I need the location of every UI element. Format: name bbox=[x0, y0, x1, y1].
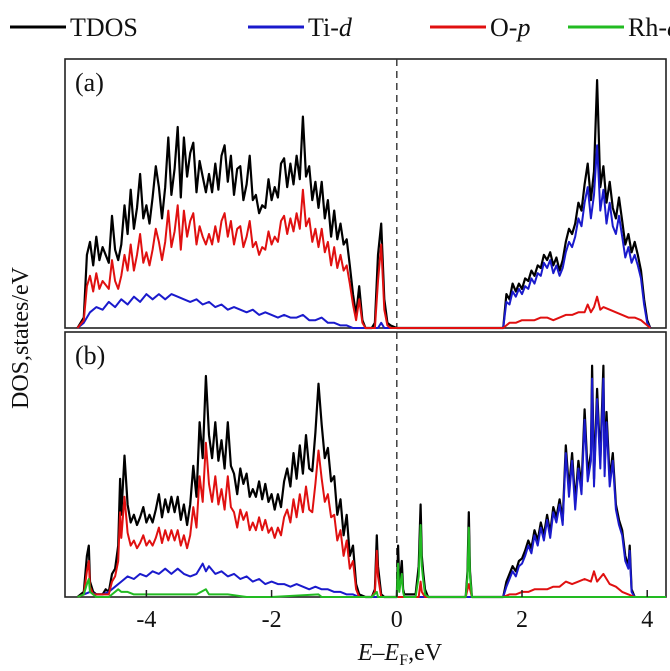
x-label-e2: E bbox=[384, 640, 400, 666]
x-label-sub: F bbox=[399, 652, 408, 669]
series-o-p-panel-1 bbox=[77, 441, 636, 598]
legend-label-tdos: TDOS bbox=[70, 13, 138, 42]
legend-label-ti-d: Ti-d bbox=[308, 13, 353, 42]
x-tick-label: 4 bbox=[641, 607, 653, 633]
y-axis-label-group: DOS,states/eV bbox=[8, 266, 34, 409]
x-label-unit: ,eV bbox=[408, 640, 443, 666]
series-ti-d-panel-0 bbox=[76, 144, 652, 329]
x-tick-label: 0 bbox=[391, 607, 403, 633]
y-axis-label: DOS,states/eV bbox=[8, 266, 34, 409]
series-tdos-panel-0 bbox=[76, 79, 652, 330]
legend-label-o-p: O-p bbox=[490, 13, 530, 42]
x-tick-label: 2 bbox=[516, 607, 528, 633]
series-o-p-panel-0 bbox=[76, 188, 651, 329]
legend-label-rh-d: Rh-d bbox=[628, 13, 670, 42]
x-axis-ticks: -4 -2 0 2 4 bbox=[136, 590, 653, 633]
panel-1: (b) bbox=[64, 331, 667, 599]
x-tick-label: -2 bbox=[262, 607, 282, 633]
panel-0: (a) bbox=[64, 58, 667, 330]
panel-label: (a) bbox=[75, 68, 104, 97]
panel-frame bbox=[64, 58, 667, 329]
plot-panels: (a) (b) bbox=[64, 58, 667, 599]
x-axis-label-group: E–EF,eV bbox=[357, 640, 443, 669]
x-label-dash: – bbox=[372, 640, 386, 666]
panel-frame bbox=[64, 331, 667, 598]
x-label-e: E bbox=[357, 640, 373, 666]
series-rh-d-panel-1 bbox=[77, 524, 666, 598]
x-axis-label: E–EF,eV bbox=[357, 640, 443, 669]
series-ti-d-panel-1 bbox=[77, 377, 636, 598]
series-tdos-panel-1 bbox=[76, 364, 636, 599]
legend: TDOS Ti-d O-p Rh-d bbox=[10, 13, 670, 42]
x-tick-label: -4 bbox=[136, 607, 156, 633]
panel-label: (b) bbox=[75, 341, 105, 370]
